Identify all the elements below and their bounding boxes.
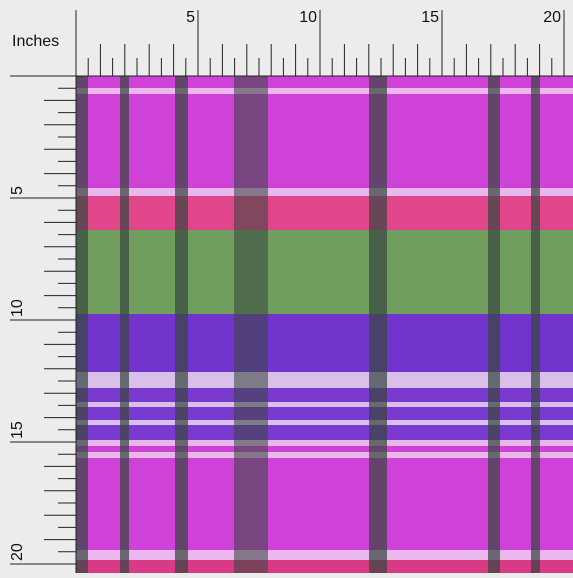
stripe-light (76, 452, 573, 458)
unit-label: Inches (12, 33, 59, 50)
left-ruler-label: 10 (9, 299, 26, 317)
stripe-light (76, 88, 573, 94)
top-ruler-label: 10 (299, 9, 317, 26)
stripe-dark (175, 76, 188, 573)
stripe-dark (120, 76, 129, 573)
stripe-light (76, 188, 573, 196)
left-ruler-label: 15 (9, 421, 26, 439)
stripe-light (76, 440, 573, 446)
top-ruler-label: 5 (186, 9, 195, 26)
stripe-light (76, 550, 573, 560)
stripe-light (76, 402, 573, 407)
left-ruler-label: 5 (9, 186, 26, 195)
stripe-dark (531, 76, 540, 573)
stripe-light (76, 420, 573, 425)
ruler-ticks (10, 10, 573, 573)
top-ruler-label: 15 (421, 9, 439, 26)
fabric (76, 76, 573, 573)
top-ruler-label: 20 (543, 9, 561, 26)
stripe-dark (76, 76, 88, 573)
stripe-dark (369, 76, 387, 573)
left-ruler-label: 20 (9, 543, 26, 561)
stripe-light (76, 372, 573, 388)
band-pink (76, 560, 573, 573)
stripe-dark (234, 76, 268, 573)
stripe-dark (488, 76, 500, 573)
vertical-stripes (76, 76, 540, 573)
